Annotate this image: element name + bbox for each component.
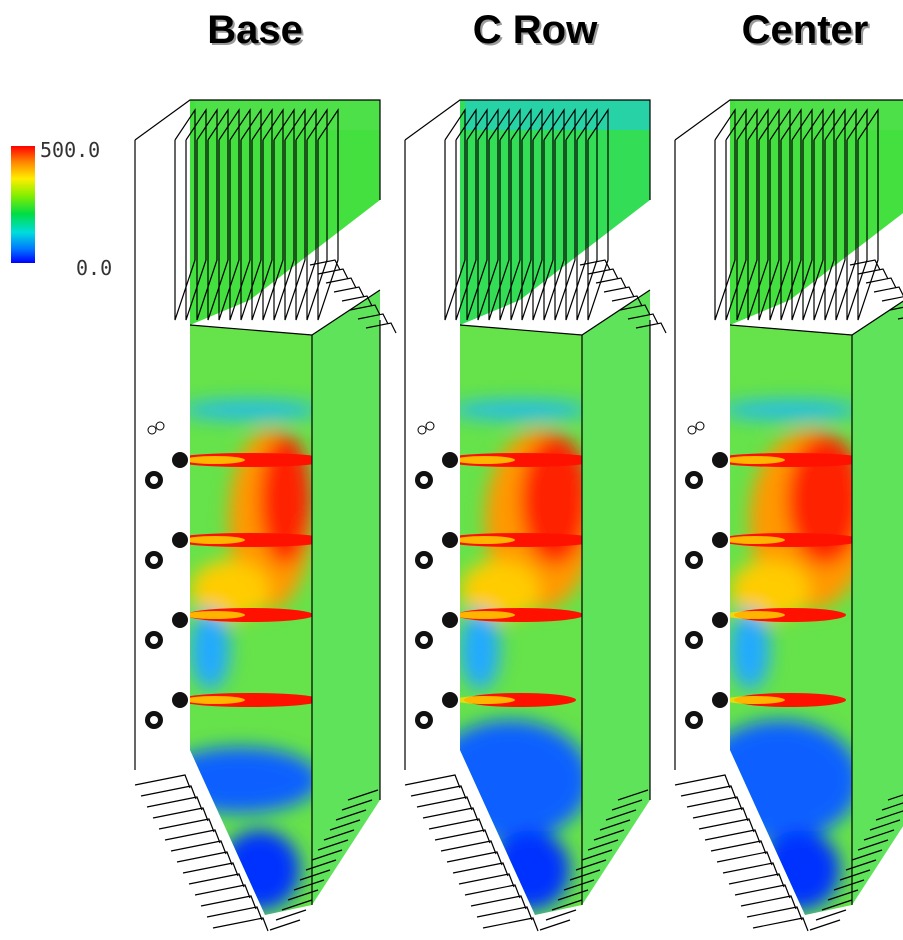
panel-title-base: Base <box>207 8 303 52</box>
color-scale-max-label: 500.0 <box>40 138 101 162</box>
panel-title-center: Center <box>741 8 869 52</box>
color-scale-min-label: 0.0 <box>76 256 113 280</box>
panel-title-c-row: C Row <box>472 8 598 52</box>
color-scale-bar <box>11 146 35 263</box>
